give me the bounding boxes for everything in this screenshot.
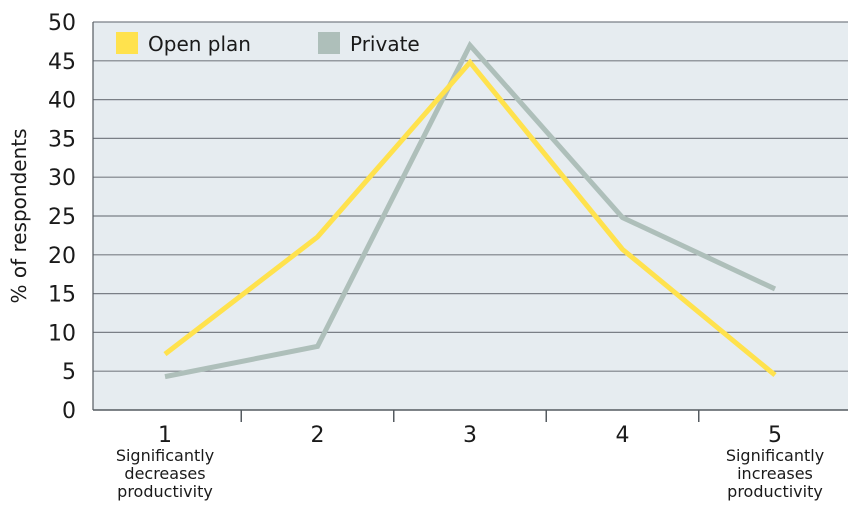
x-tick-label-3: 3: [463, 423, 477, 448]
x-tick-label-5: 5: [768, 423, 782, 448]
y-tick-label-5: 5: [62, 360, 76, 385]
y-tick-label-30: 30: [48, 166, 76, 191]
x-category-description-5: increases: [737, 464, 813, 483]
y-tick-label-10: 10: [48, 321, 76, 346]
series-line-open-plan: [163, 58, 777, 378]
x-category-description-5: productivity: [727, 482, 823, 501]
y-tick-label-45: 45: [48, 50, 76, 75]
y-axis-label: % of respondents: [7, 128, 31, 303]
y-tick-label-40: 40: [48, 89, 76, 114]
y-tick-label-35: 35: [48, 127, 76, 152]
y-tick-label-25: 25: [48, 205, 76, 230]
y-tick-label-0: 0: [62, 399, 76, 424]
x-tick-label-1: 1: [158, 423, 172, 448]
x-category-description-5: Significantly: [726, 446, 824, 465]
gridlines: [92, 21, 848, 410]
x-category-description-1: decreases: [124, 464, 205, 483]
series-lines: [163, 40, 777, 380]
y-tick-label-15: 15: [48, 283, 76, 308]
legend-label-open-plan: Open plan: [148, 32, 251, 56]
legend: Open plan Private: [116, 32, 420, 56]
y-tick-label-50: 50: [48, 11, 76, 36]
series-line-private: [164, 40, 777, 380]
y-tick-label-20: 20: [48, 244, 76, 269]
legend-swatch-private: [318, 32, 340, 54]
y-tick-labels: 0 5 10 15 20 25 30 35 40 45 50: [48, 11, 76, 424]
x-tick-label-2: 2: [311, 423, 325, 448]
legend-swatch-open-plan: [116, 32, 138, 54]
legend-label-private: Private: [350, 32, 420, 56]
x-category-description-1: productivity: [117, 482, 213, 501]
x-category-description-1: Significantly: [116, 446, 214, 465]
x-tick-label-4: 4: [616, 423, 630, 448]
